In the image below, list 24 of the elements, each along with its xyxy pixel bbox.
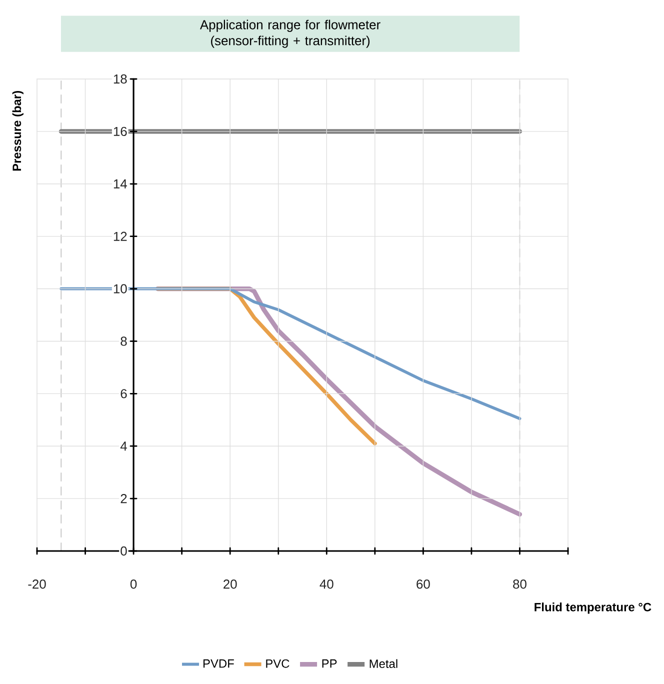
- legend-label: PP: [322, 659, 337, 668]
- y-tick-label: 0: [120, 546, 127, 556]
- x-axis-title: Fluid temperature °C: [534, 602, 652, 614]
- y-tick-label: 8: [120, 336, 127, 346]
- y-axis-title: Pressure (bar): [12, 90, 24, 171]
- y-tick-label: 4: [120, 442, 127, 451]
- y-tick-label: 14: [114, 179, 127, 188]
- y-tick-label: 10: [114, 284, 127, 294]
- x-tick-label: 60: [416, 580, 430, 589]
- x-tick-label: 0: [130, 580, 137, 589]
- legend-label: Metal: [370, 659, 398, 668]
- y-tick-label: 18: [114, 74, 127, 84]
- y-tick-label: 6: [120, 389, 127, 398]
- chart-subtitle: (sensor-fitting + transmitter): [211, 36, 370, 48]
- y-tick-label: 2: [120, 494, 127, 504]
- x-tick-label: -20: [28, 580, 46, 589]
- y-tick-label: 16: [114, 126, 127, 136]
- legend-label: PVDF: [203, 659, 234, 668]
- legend-label: PVC: [266, 659, 290, 668]
- y-tick-label: 12: [114, 232, 127, 241]
- x-tick-label: 20: [224, 580, 237, 589]
- x-tick-label: 40: [320, 580, 334, 589]
- chart-title: Application range for flowmeter: [200, 20, 380, 32]
- x-tick-label: 80: [513, 580, 526, 589]
